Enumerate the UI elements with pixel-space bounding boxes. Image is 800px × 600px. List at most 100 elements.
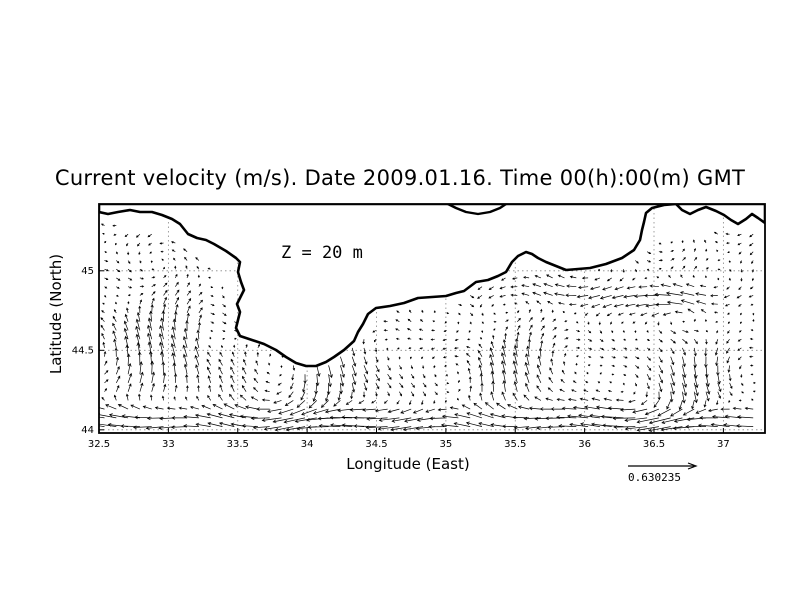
- vector-arrow: [421, 400, 424, 406]
- vector-arrow: [493, 328, 496, 331]
- vector-arrow: [328, 365, 333, 379]
- vector-arrow: [137, 242, 141, 247]
- vector-arrow: [402, 426, 424, 432]
- vector-arrow: [484, 402, 494, 410]
- vector-arrow: [640, 312, 648, 317]
- vector-arrow: [454, 346, 459, 350]
- vector-arrow: [599, 338, 604, 342]
- vector-arrow: [717, 391, 722, 399]
- vector-arrow: [273, 400, 282, 404]
- vector-arrow: [263, 426, 282, 431]
- vector-arrow: [547, 425, 565, 430]
- vector-arrow: [186, 305, 191, 314]
- vector-arrow: [635, 356, 640, 360]
- vector-arrow: [705, 391, 710, 402]
- vector-arrow: [201, 404, 211, 410]
- vector-arrow: [163, 274, 167, 279]
- vector-arrow: [717, 259, 721, 262]
- vector-arrow: [588, 355, 592, 359]
- vector-arrow: [412, 408, 424, 414]
- vector-arrow: [492, 334, 495, 340]
- vector-arrow: [707, 408, 718, 413]
- vector-arrow: [425, 408, 435, 413]
- vector-arrow: [399, 391, 402, 397]
- vector-arrow: [100, 324, 105, 331]
- vector-arrow: [600, 414, 624, 419]
- vector-arrow: [126, 307, 129, 313]
- vector-arrow: [378, 417, 400, 422]
- vector-arrow: [469, 312, 474, 317]
- vector-arrow: [196, 374, 200, 383]
- vector-arrow: [648, 417, 671, 425]
- vector-arrow: [477, 295, 483, 299]
- vector-arrow: [163, 303, 167, 313]
- vector-arrow: [481, 312, 484, 316]
- vector-arrow: [599, 330, 603, 334]
- vector-arrow: [619, 277, 624, 282]
- vector-arrow: [524, 361, 530, 375]
- vector-arrow: [276, 391, 282, 395]
- vector-arrow: [528, 324, 533, 331]
- vector-arrow: [317, 416, 341, 421]
- vector-arrow: [559, 388, 565, 393]
- vector-arrow: [383, 320, 388, 323]
- vector-arrow: [175, 281, 179, 287]
- x-tick-label: 37: [717, 439, 730, 450]
- reference-value: 0.630235: [628, 471, 681, 484]
- depth-label: Z = 20 m: [281, 243, 363, 263]
- vector-arrow: [510, 293, 518, 297]
- vector-arrow: [550, 358, 554, 366]
- vector-arrow: [653, 400, 660, 408]
- vector-arrow: [670, 365, 675, 377]
- vector-arrow: [208, 345, 211, 349]
- vector-arrow: [303, 374, 307, 384]
- vector-arrow: [207, 394, 211, 401]
- vector-arrow: [185, 320, 189, 331]
- vector-arrow: [629, 312, 636, 316]
- vector-arrow: [241, 384, 247, 392]
- vector-arrow: [621, 321, 624, 324]
- vector-arrow: [502, 339, 506, 348]
- vector-arrow: [726, 356, 730, 364]
- vector-arrow: [599, 295, 612, 300]
- vector-arrow: [740, 277, 743, 282]
- vector-arrow: [539, 407, 553, 411]
- vector-arrow: [101, 396, 105, 401]
- vector-arrow: [104, 295, 107, 298]
- vector-arrow: [396, 310, 400, 314]
- vector-arrow: [606, 312, 612, 317]
- vector-arrow: [458, 312, 461, 316]
- vector-arrow: [387, 356, 390, 361]
- vector-arrow: [479, 372, 483, 383]
- vector-arrow: [623, 294, 636, 299]
- vector-arrow: [351, 356, 357, 367]
- vector-arrow: [729, 269, 732, 272]
- vector-arrow: [695, 292, 707, 296]
- vector-arrow: [182, 353, 188, 366]
- vector-arrow: [178, 406, 188, 410]
- vector-arrow: [196, 395, 200, 401]
- vector-arrow: [358, 400, 365, 404]
- vector-arrow: [715, 356, 719, 367]
- vector-arrow: [670, 374, 676, 387]
- vector-arrow: [443, 329, 447, 332]
- vector-arrow: [198, 314, 202, 322]
- vector-arrow: [171, 416, 188, 420]
- vector-arrow: [717, 374, 721, 385]
- vector-arrow: [477, 356, 483, 366]
- vector-arrow: [395, 319, 400, 323]
- vector-arrow: [173, 373, 178, 383]
- vector-arrow: [589, 286, 600, 291]
- vector-arrow: [670, 266, 674, 270]
- vector-arrow: [723, 423, 742, 427]
- vector-arrow: [716, 249, 719, 252]
- vector-arrow: [576, 346, 581, 350]
- vector-arrow: [686, 417, 707, 422]
- vector-arrow: [682, 330, 689, 334]
- vector-arrow: [138, 305, 142, 313]
- vector-arrow: [383, 329, 388, 332]
- vector-arrow: [666, 300, 683, 305]
- vector-arrow: [670, 241, 674, 244]
- vector-arrow: [230, 358, 235, 366]
- vector-arrow: [209, 336, 212, 340]
